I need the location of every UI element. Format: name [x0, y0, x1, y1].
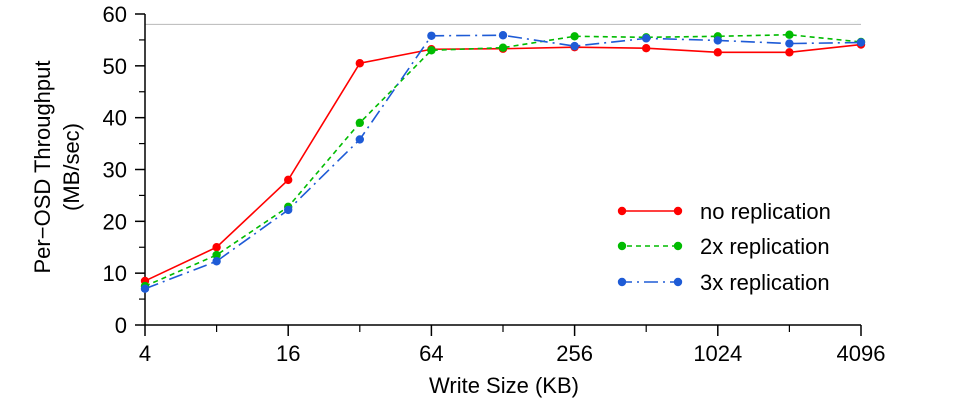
data-point	[785, 30, 794, 39]
data-point	[570, 41, 579, 51]
legend-marker	[673, 206, 683, 216]
y-tick-label: 10	[103, 261, 127, 286]
data-point	[427, 31, 436, 40]
x-axis-title: Write Size (KB)	[429, 373, 579, 398]
data-point	[355, 135, 364, 144]
y-tick-label: 20	[103, 209, 127, 234]
data-point	[212, 243, 221, 252]
data-point	[713, 48, 722, 57]
x-tick-label: 1024	[693, 341, 742, 366]
legend-item-1: no replication	[617, 199, 831, 224]
legend-item-3: 3x replication	[617, 270, 830, 295]
legend-label: 3x replication	[700, 270, 830, 295]
legend-marker	[673, 241, 683, 251]
series-3	[140, 31, 866, 293]
x-tick-label: 256	[556, 341, 593, 366]
legend: no replication 2x replication 3x replicati…	[617, 199, 831, 295]
data-point	[713, 36, 722, 45]
x-tick-label: 16	[276, 341, 300, 366]
data-point	[284, 175, 293, 185]
data-point	[785, 39, 794, 48]
data-point	[140, 284, 150, 293]
y-tick-label: 50	[103, 54, 127, 79]
x-tick-label: 4	[139, 341, 151, 366]
x-tick-label: 4096	[837, 341, 886, 366]
legend-marker	[673, 277, 683, 287]
data-point	[355, 118, 364, 128]
legend-marker	[617, 206, 627, 216]
data-point	[355, 59, 364, 68]
series-layer	[140, 30, 866, 293]
y-tick-label: 30	[103, 158, 127, 183]
data-point	[212, 250, 221, 260]
series-line	[144, 33, 862, 287]
y-tick-label: 60	[103, 2, 127, 27]
data-point	[785, 48, 794, 57]
axes-layer: 0 10 20 30 40 50 60 4 16 64 256 1024 4096	[103, 2, 886, 366]
y-tick-label: 40	[103, 106, 127, 131]
data-point	[427, 46, 436, 55]
legend-label: no replication	[700, 199, 831, 224]
y-axis-title-line-1: Per−OSD Throughput	[30, 61, 55, 274]
legend-item-2: 2x replication	[617, 234, 830, 259]
data-point	[284, 205, 293, 215]
data-point	[642, 44, 651, 53]
data-point	[498, 31, 508, 40]
legend-marker	[617, 241, 627, 251]
data-point	[642, 34, 651, 43]
y-tick-label: 0	[115, 313, 127, 338]
legend-marker	[617, 277, 627, 287]
data-point	[212, 257, 221, 266]
legend-label: 2x replication	[700, 234, 830, 259]
data-point	[498, 43, 508, 52]
x-tick-label: 64	[419, 341, 443, 366]
y-axis-title-line-2: (MB/sec)	[59, 123, 84, 211]
data-point	[856, 38, 866, 47]
data-point	[570, 32, 579, 41]
